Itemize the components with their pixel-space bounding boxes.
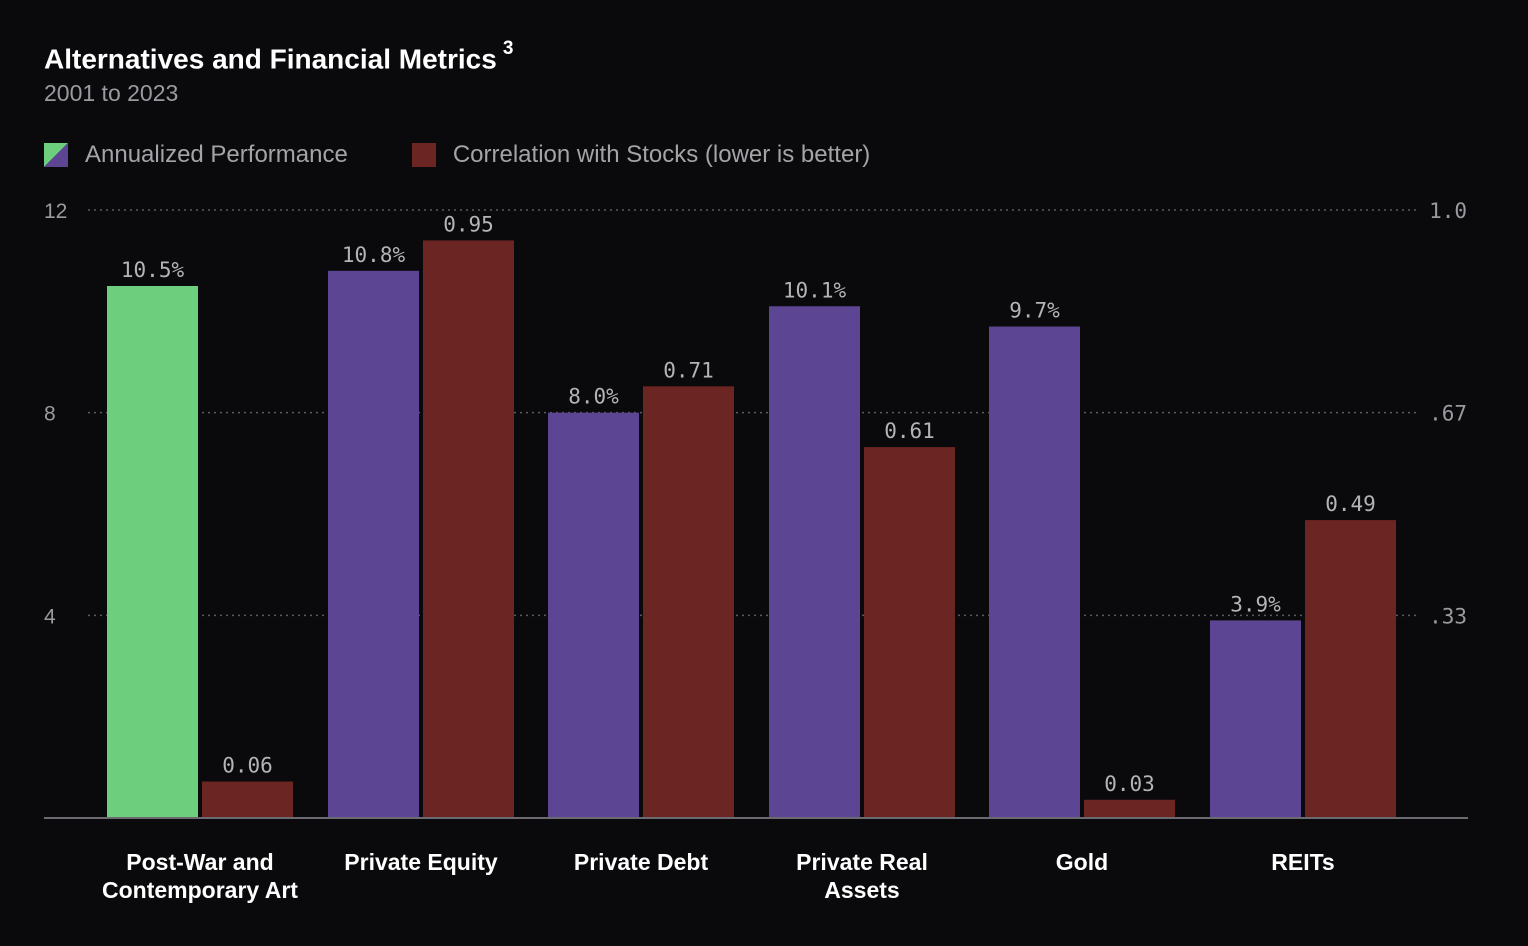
legend-label-performance: Annualized Performance	[85, 141, 348, 168]
correlation-bar	[1305, 520, 1396, 818]
correlation-value-label: 0.49	[1325, 492, 1376, 516]
correlation-value-label: 0.71	[663, 358, 714, 382]
category-label-line: Private Equity	[344, 849, 498, 875]
correlation-bar	[1084, 799, 1175, 818]
category-label-line: REITs	[1271, 849, 1334, 875]
performance-value-label: 10.1%	[783, 278, 847, 302]
left-axis-tick-label: 8	[44, 403, 56, 426]
performance-value-label: 9.7%	[1009, 299, 1060, 323]
footnote-marker[interactable]: 3	[502, 38, 514, 59]
legend-swatch-correlation	[411, 143, 436, 167]
left-axis-tick-label: 12	[44, 200, 67, 223]
right-axis-tick-label: .33	[1429, 605, 1467, 629]
legend-swatch-performance	[44, 143, 68, 167]
correlation-bar	[643, 386, 734, 818]
category-label-line: Private Debt	[574, 849, 709, 875]
category-label-line: Assets	[824, 877, 899, 903]
category-label: REITs	[1271, 849, 1334, 875]
correlation-value-label: 0.61	[884, 419, 935, 443]
category-label-line: Private Real	[796, 849, 928, 875]
right-axis-tick-label: 1.0	[1429, 199, 1467, 223]
left-axis-tick-label: 4	[44, 605, 56, 628]
performance-bar	[989, 326, 1080, 818]
category-label: Post-War and Contemporary Art	[102, 849, 298, 903]
correlation-bar	[423, 240, 514, 818]
performance-value-label: 8.0%	[568, 385, 619, 409]
correlation-value-label: 0.06	[222, 754, 273, 778]
category-label-line: Contemporary Art	[102, 877, 298, 903]
performance-bar	[1210, 620, 1301, 818]
correlation-value-label: 0.95	[443, 212, 494, 236]
category-label: Gold	[1056, 849, 1108, 875]
legend: Annualized Performance Correlation with …	[44, 140, 934, 170]
performance-value-label: 3.9%	[1230, 592, 1281, 616]
category-label-line: Gold	[1056, 849, 1108, 875]
performance-bar	[328, 270, 419, 818]
category-label-line: Post-War and	[126, 849, 273, 875]
performance-bar	[107, 286, 198, 818]
correlation-value-label: 0.03	[1104, 772, 1155, 796]
performance-bar	[769, 306, 860, 818]
performance-value-label: 10.8%	[342, 243, 406, 267]
legend-label-correlation: Correlation with Stocks (lower is better…	[452, 141, 871, 168]
category-label: Private Equity	[344, 849, 498, 875]
category-label: Private Debt	[574, 849, 709, 875]
chart-title-text: Alternatives and Financial Metrics	[44, 43, 497, 75]
performance-bar	[548, 412, 639, 818]
chart-subtitle: 2001 to 2023	[44, 80, 179, 106]
correlation-bar	[864, 447, 955, 818]
right-axis-tick-label: .67	[1429, 401, 1467, 425]
legend-item-performance: Annualized Performance	[44, 141, 348, 169]
legend-item-correlation: Correlation with Stocks (lower is better…	[411, 141, 871, 169]
correlation-bar	[202, 781, 293, 818]
performance-value-label: 10.5%	[121, 258, 185, 282]
chart-title: Alternatives and Financial Metrics 3	[44, 38, 513, 75]
category-label: Private Real Assets	[796, 849, 928, 903]
